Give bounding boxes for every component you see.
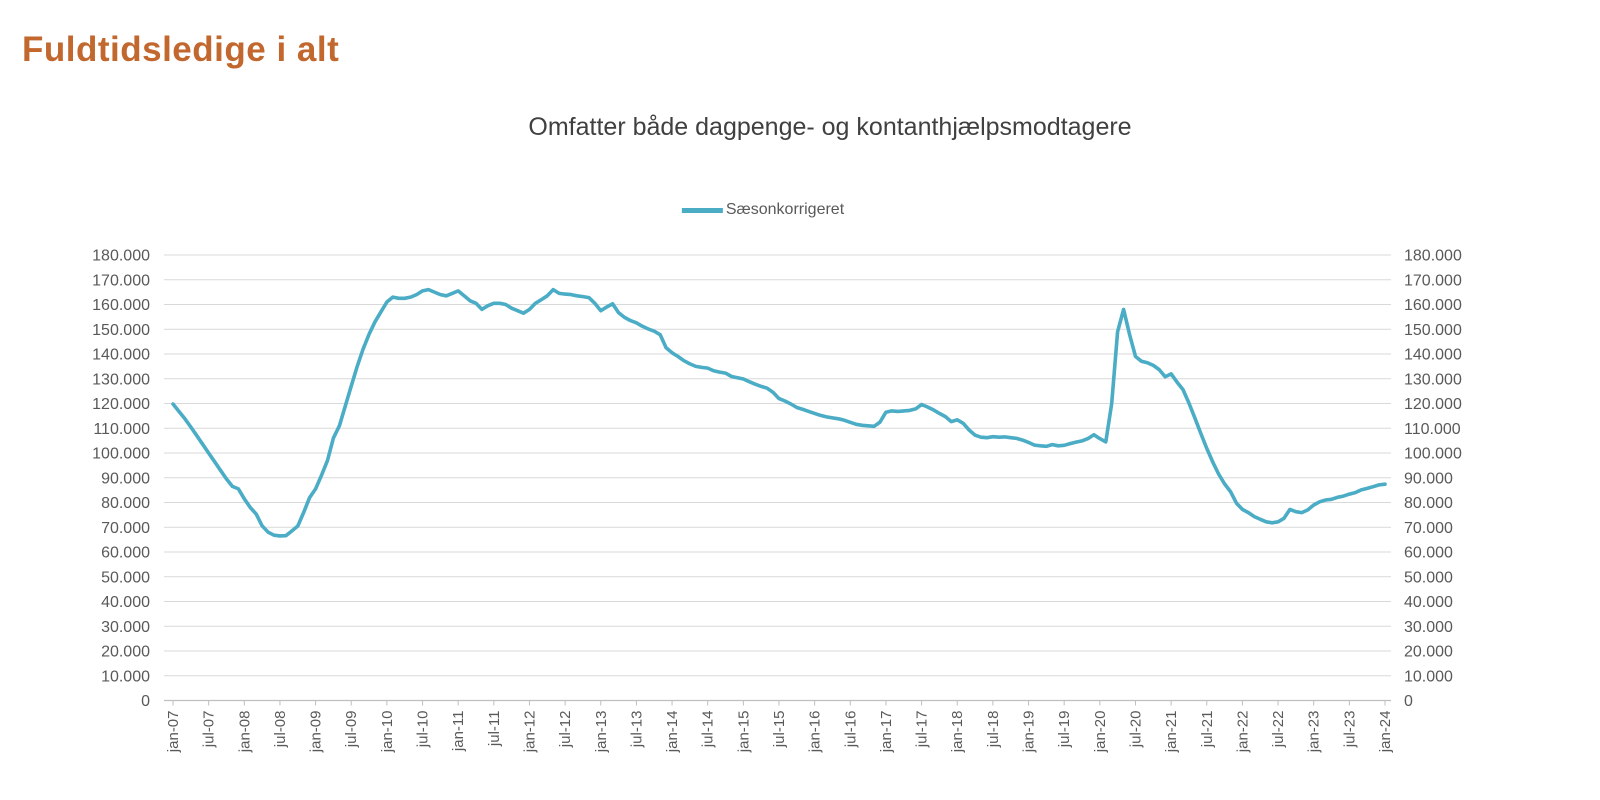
page-title: Fuldtidsledige i alt: [22, 30, 340, 69]
legend: Sæsonkorrigeret: [681, 201, 845, 219]
y-axis-tick-label-left: 10.000: [101, 668, 150, 685]
x-axis-tick-label: jul-17: [914, 711, 931, 749]
x-axis-tick-label: jan-20: [1092, 711, 1109, 754]
x-axis-tick-label: jul-23: [1341, 711, 1358, 749]
y-axis-tick-label-left: 140.000: [92, 347, 150, 364]
y-axis-tick-label-left: 150.000: [92, 322, 150, 339]
x-axis-tick-label: jul-10: [415, 711, 432, 749]
chart-subtitle: Omfatter både dagpenge- og kontanthjælps…: [528, 113, 1132, 141]
y-axis-tick-label-right: 140.000: [1404, 347, 1462, 364]
x-axis-tick-label: jan-08: [236, 711, 253, 754]
x-axis-tick-label: jan-19: [1021, 711, 1038, 754]
y-axis-tick-label-left: 90.000: [101, 470, 150, 487]
y-axis-tick-label-right: 0: [1404, 693, 1413, 710]
y-axis-tick-label-right: 150.000: [1404, 322, 1462, 339]
y-axis-tick-label-left: 120.000: [92, 396, 150, 413]
y-axis-tick-label-right: 30.000: [1404, 619, 1453, 636]
y-axis-tick-label-right: 20.000: [1404, 644, 1453, 661]
y-axis-tick-label-right: 70.000: [1404, 520, 1453, 537]
y-axis-tick-label-left: 130.000: [92, 371, 150, 388]
y-axis-tick-label-right: 110.000: [1404, 421, 1461, 438]
x-axis-tick-label: jul-08: [272, 711, 289, 749]
x-axis-tick-label: jan-22: [1234, 711, 1251, 754]
x-axis-tick-label: jan-12: [521, 711, 538, 754]
y-axis-tick-label-left: 110.000: [93, 421, 150, 438]
x-axis-tick-label: jan-23: [1306, 711, 1323, 754]
y-axis-tick-label-right: 10.000: [1404, 668, 1453, 685]
x-axis-tick-label: jul-13: [628, 711, 645, 749]
y-axis-tick-label-left: 0: [141, 693, 150, 710]
x-axis-tick-label: jan-07: [165, 711, 182, 754]
x-axis-tick-label: jan-09: [308, 711, 325, 754]
x-axis-tick-label: jan-14: [664, 711, 681, 754]
x-axis-tick-label: jul-09: [343, 711, 360, 749]
y-axis-tick-label-left: 60.000: [101, 545, 150, 562]
x-axis-tick-label: jan-16: [807, 711, 824, 754]
y-axis-tick-label-left: 20.000: [101, 644, 150, 661]
y-axis-tick-label-left: 100.000: [92, 446, 150, 463]
x-axis-tick-label: jan-11: [450, 711, 467, 753]
x-axis-tick-label: jul-22: [1270, 711, 1287, 749]
x-axis-tick-label: jul-12: [557, 711, 574, 749]
y-axis-tick-label-left: 40.000: [101, 594, 150, 611]
y-axis-tick-label-left: 50.000: [101, 569, 150, 586]
y-axis-tick-label-left: 70.000: [101, 520, 150, 537]
y-axis-tick-label-left: 80.000: [101, 495, 150, 512]
x-axis-tick-label: jul-21: [1199, 711, 1216, 749]
y-axis-tick-label-right: 60.000: [1404, 545, 1453, 562]
x-axis-tick-label: jan-10: [379, 711, 396, 754]
x-axis-tick-label: jul-15: [771, 711, 788, 749]
x-axis-tick-label: jul-18: [985, 711, 1002, 749]
y-axis-tick-label-right: 90.000: [1404, 470, 1453, 487]
y-axis-tick-label-right: 160.000: [1404, 297, 1462, 314]
x-axis-tick-label: jan-24: [1377, 711, 1394, 754]
y-axis-tick-label-right: 80.000: [1404, 495, 1453, 512]
y-axis-tick-label-right: 100.000: [1404, 446, 1462, 463]
x-axis-tick-label: jan-18: [949, 711, 966, 754]
x-axis-tick-label: jul-07: [201, 711, 218, 749]
y-axis-tick-label-right: 180.000: [1404, 248, 1462, 265]
x-axis-tick-label: jul-11: [486, 711, 503, 748]
legend-label: Sæsonkorrigeret: [725, 201, 845, 218]
x-axis-tick-label: jan-15: [735, 711, 752, 754]
x-axis-tick-label: jan-13: [593, 711, 610, 754]
x-axis-tick-label: jan-17: [878, 711, 895, 754]
y-axis-tick-label-left: 160.000: [92, 297, 150, 314]
y-axis-tick-label-right: 40.000: [1404, 594, 1453, 611]
y-axis-tick-label-left: 30.000: [101, 619, 150, 636]
x-axis-tick-label: jan-21: [1163, 711, 1180, 754]
y-axis-tick-label-right: 50.000: [1404, 569, 1453, 586]
x-axis-tick-label: jul-16: [842, 711, 859, 749]
y-axis-tick-label-left: 180.000: [92, 248, 150, 265]
x-axis-tick-label: jul-20: [1127, 711, 1144, 749]
x-axis-tick-label: jul-14: [700, 711, 717, 749]
x-axis-tick-label: jul-19: [1056, 711, 1073, 749]
series-line-saesonkorrigeret: [171, 287, 1387, 538]
y-axis-tick-label-right: 170.000: [1404, 272, 1462, 289]
y-axis-tick-label-left: 170.000: [92, 272, 150, 289]
y-axis-tick-label-right: 130.000: [1404, 371, 1462, 388]
y-axis-tick-label-right: 120.000: [1404, 396, 1462, 413]
legend-line-swatch: [681, 207, 723, 213]
